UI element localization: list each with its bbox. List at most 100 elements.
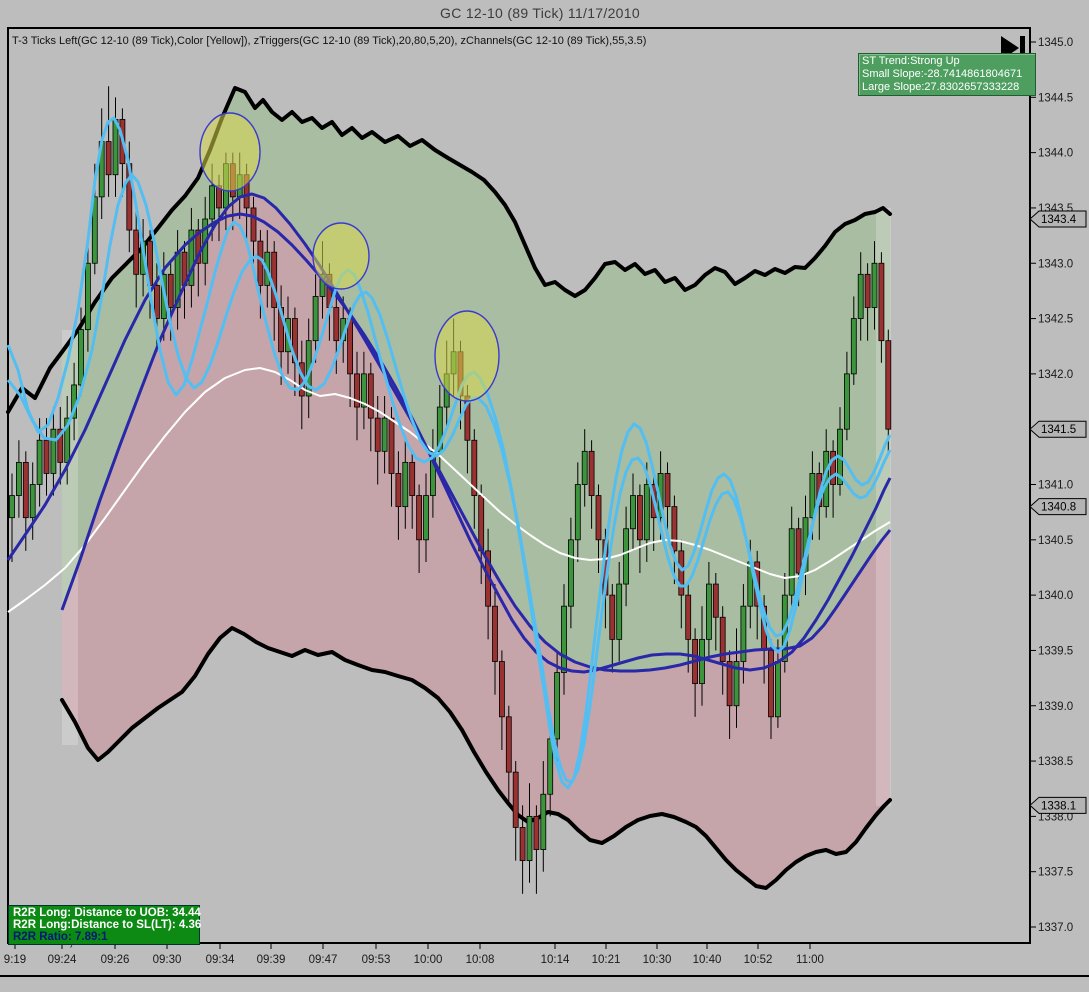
candle xyxy=(540,793,547,850)
r2r-info-box: R2R Long: Distance to UOB: 34.44 R2R Lon… xyxy=(8,905,202,945)
candle xyxy=(57,428,64,463)
candle xyxy=(85,262,91,331)
x-axis-label: 10:14 xyxy=(541,954,570,966)
candle xyxy=(471,439,478,496)
r2r-line-ratio: R2R Ratio: 7.89:1 xyxy=(13,931,108,943)
candle xyxy=(402,461,409,508)
signal-ellipse-annotation xyxy=(199,112,261,192)
x-axis-label: 10:40 xyxy=(693,954,722,966)
candle xyxy=(512,771,519,828)
x-axis-label: 09:24 xyxy=(48,954,77,966)
candle xyxy=(678,550,685,596)
candle xyxy=(492,605,498,662)
candle xyxy=(333,307,340,342)
candle xyxy=(519,827,526,862)
candle xyxy=(712,583,719,618)
candle xyxy=(726,661,733,707)
y-axis-label: 1338.5 xyxy=(1038,756,1073,768)
candle xyxy=(740,605,747,662)
candle xyxy=(195,229,202,264)
r2r-line-sl: R2R Long:Distance to SL(LT): 4.36 xyxy=(13,919,202,931)
candle xyxy=(505,716,512,773)
trend-line-st: ST Trend:Strong Up xyxy=(862,55,960,67)
navy-small-ma-line xyxy=(6,212,892,674)
candle xyxy=(395,473,402,508)
price-marker-label: 1340.8 xyxy=(1041,502,1076,514)
candle xyxy=(153,284,160,319)
candle xyxy=(857,273,864,319)
candle xyxy=(360,373,367,408)
y-axis-label: 1343.0 xyxy=(1038,258,1073,270)
price-marker-label: 1343.4 xyxy=(1041,214,1077,226)
candle xyxy=(554,672,560,740)
candle xyxy=(685,594,692,640)
signal-ellipse-annotation xyxy=(434,310,500,402)
candle xyxy=(616,583,623,640)
candle xyxy=(623,528,629,585)
candle xyxy=(105,141,112,176)
candle xyxy=(388,417,395,474)
candle xyxy=(188,229,195,286)
candle xyxy=(209,185,216,220)
candle xyxy=(250,207,257,242)
candle xyxy=(844,373,850,430)
x-axis-label: 09:26 xyxy=(101,954,130,966)
cyan-trigger-fast-line xyxy=(6,116,892,790)
candle xyxy=(291,318,298,364)
candle xyxy=(29,484,36,519)
y-axis-label: 1342.5 xyxy=(1038,314,1073,326)
candle xyxy=(347,318,354,375)
candle xyxy=(643,484,650,541)
candle xyxy=(574,484,581,541)
candle xyxy=(733,661,740,707)
y-axis-label: 1339.0 xyxy=(1038,701,1073,713)
x-axis-label: 09:53 xyxy=(362,954,391,966)
candle xyxy=(706,583,712,640)
price-marker xyxy=(1029,210,1087,228)
candle xyxy=(788,528,795,596)
x-axis-label: 10:00 xyxy=(414,954,443,966)
candle xyxy=(78,329,84,386)
candle xyxy=(878,262,885,342)
y-axis-label: 1344.5 xyxy=(1038,92,1073,104)
y-axis-label: 1340.0 xyxy=(1038,590,1073,602)
candle xyxy=(561,605,567,673)
trend-line-small-slope: Small Slope:-28.7414861804671 xyxy=(862,68,1023,80)
candle xyxy=(374,417,381,452)
candle xyxy=(775,661,781,718)
upper-channel-line xyxy=(6,86,892,414)
candle xyxy=(630,495,636,530)
x-axis-label: 9:19 xyxy=(4,954,26,966)
candle xyxy=(795,528,802,574)
candle xyxy=(416,495,423,541)
candle xyxy=(22,461,29,519)
trend-line-large-slope: Large Slope:27.8302657333228 xyxy=(862,81,1020,93)
candle xyxy=(36,439,43,485)
candle xyxy=(595,495,602,541)
y-axis-label: 1337.5 xyxy=(1038,867,1073,879)
chart-title: GC 12-10 (89 Tick) 11/17/2010 xyxy=(440,5,640,21)
candle xyxy=(533,815,540,850)
candle xyxy=(609,594,616,640)
candle xyxy=(637,495,643,541)
candle xyxy=(526,815,533,862)
price-marker-label: 1338.1 xyxy=(1041,800,1076,812)
candle xyxy=(864,273,871,308)
y-axis-label: 1339.5 xyxy=(1038,645,1073,657)
x-axis-label: 10:30 xyxy=(643,954,672,966)
candle xyxy=(588,450,595,496)
candle xyxy=(850,318,857,375)
candle xyxy=(809,473,816,519)
candle xyxy=(9,495,15,519)
y-axis-label: 1337.0 xyxy=(1038,922,1073,934)
candle xyxy=(719,616,726,662)
y-axis-label: 1341.0 xyxy=(1038,480,1073,492)
candle xyxy=(91,196,98,264)
x-axis-label: 10:52 xyxy=(744,954,773,966)
candle xyxy=(50,428,57,474)
candle xyxy=(581,450,588,485)
y-axis-label: 1340.5 xyxy=(1038,535,1073,547)
candle xyxy=(568,539,574,607)
candle xyxy=(885,340,892,430)
